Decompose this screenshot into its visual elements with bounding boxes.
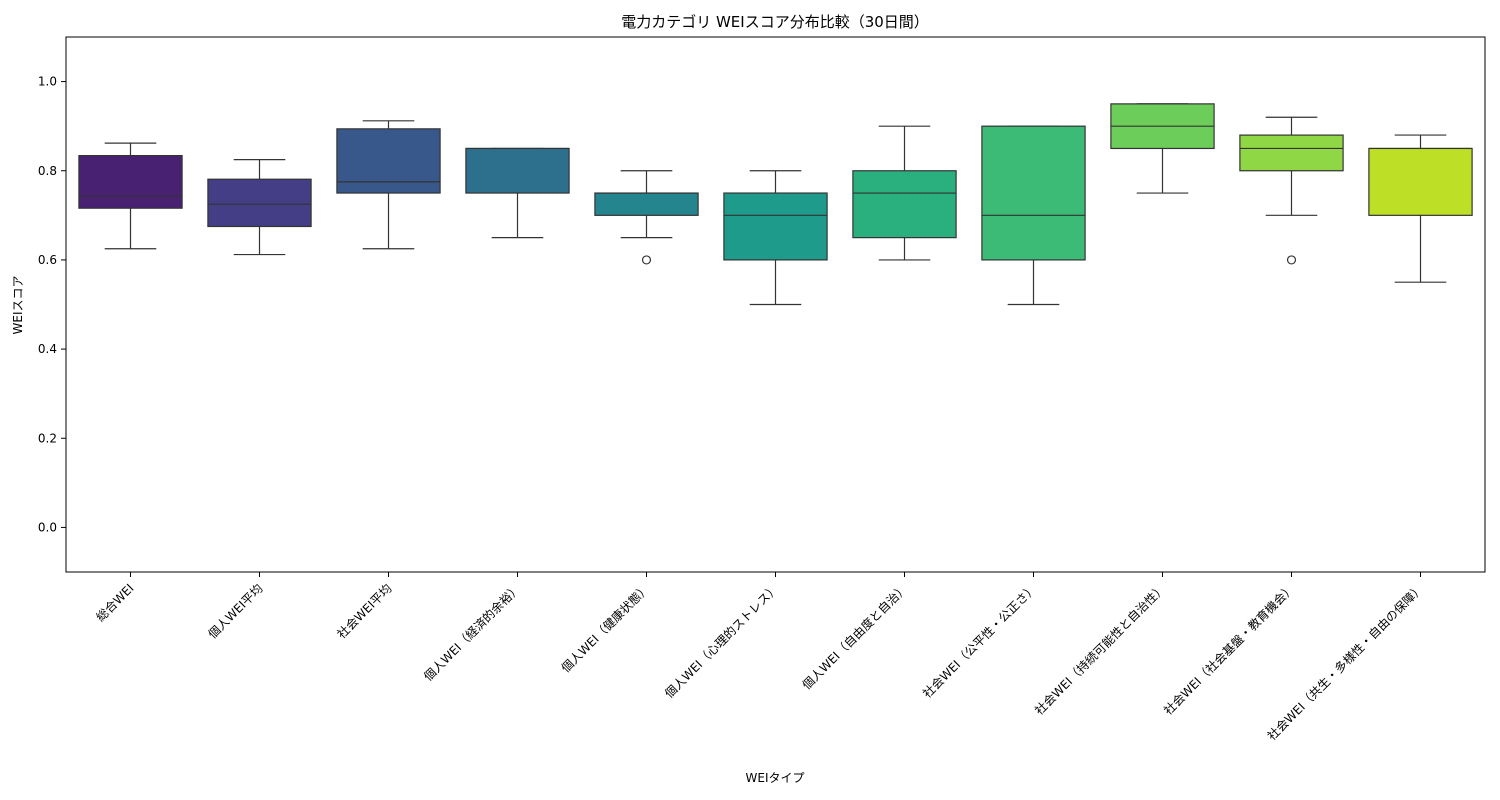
- box-group: [465, 147, 570, 239]
- box-group: [336, 120, 441, 250]
- x-tick-label: 社会WEI（公平性・公正さ）: [919, 581, 1039, 701]
- box-group: [1239, 116, 1344, 265]
- y-axis-label: WEIスコア: [11, 276, 25, 335]
- x-axis-label: WEIタイプ: [746, 771, 805, 785]
- y-tick-label: 1.0: [38, 75, 57, 89]
- box-iqr: [594, 192, 699, 216]
- box-iqr: [207, 178, 312, 228]
- x-axis: 総合WEI 個人WEI平均 社会WEI平均 個人WEI（経済的余裕） 個人WEI（健康状…: [93, 572, 1427, 743]
- box-group: [1110, 103, 1215, 194]
- y-tick-label: 0.0: [38, 520, 57, 534]
- x-tick-label: 社会WEI（共生・多様性・自由の保障）: [1264, 581, 1427, 744]
- y-tick-label: 0.2: [38, 431, 57, 445]
- box-group: [723, 170, 828, 306]
- x-tick-label: 社会WEI平均: [334, 581, 395, 642]
- x-tick-label: 社会WEI（持続可能性と自治性）: [1031, 581, 1168, 718]
- boxes: [78, 103, 1473, 306]
- box-group: [981, 125, 1086, 306]
- box-iqr: [852, 170, 957, 239]
- y-axis: 0.0 0.2 0.4 0.6 0.8 1.0: [38, 75, 66, 534]
- box-iqr: [981, 125, 1086, 261]
- box-group: [594, 170, 699, 265]
- x-tick-label: 個人WEI（心理的ストレス）: [661, 581, 781, 701]
- box-group: [1368, 134, 1473, 283]
- y-tick-label: 0.6: [38, 253, 57, 267]
- box-iqr: [336, 128, 441, 194]
- x-tick-label: 社会WEI（社会基盤・教育機会）: [1160, 581, 1297, 718]
- chart-title: 電力カテゴリ WEIスコア分布比較（30日間）: [621, 13, 929, 31]
- box-iqr: [78, 154, 183, 209]
- box-iqr: [1239, 134, 1344, 172]
- box-iqr: [723, 192, 828, 261]
- x-tick-label: 総合WEI: [93, 581, 137, 625]
- y-tick-label: 0.4: [38, 342, 57, 356]
- outlier-point: [1286, 255, 1297, 265]
- x-tick-label: 個人WEI（自由度と自治）: [799, 581, 911, 693]
- outlier-point: [641, 255, 652, 265]
- y-tick-label: 0.8: [38, 164, 57, 178]
- plot-frame: [65, 36, 1486, 573]
- box-iqr: [1368, 147, 1473, 216]
- box-group: [852, 125, 957, 261]
- x-tick-label: 個人WEI（経済的余裕）: [420, 581, 523, 684]
- x-tick-label: 個人WEI平均: [206, 581, 266, 641]
- x-tick-label: 個人WEI（健康状態）: [558, 581, 653, 676]
- box-group: [78, 142, 183, 250]
- box-group: [207, 159, 312, 256]
- box-iqr: [465, 147, 570, 194]
